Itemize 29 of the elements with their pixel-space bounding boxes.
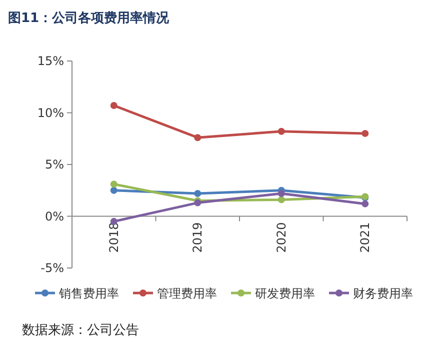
source-note: 数据来源：公司公告: [22, 323, 139, 338]
legend-item: 财务费用率: [329, 286, 413, 300]
point: [278, 128, 285, 135]
legend-label: 研发费用率: [255, 286, 315, 300]
y-tick-label: 5%: [44, 158, 64, 172]
legend-label: 管理费用率: [157, 286, 217, 300]
y-tick-label: -5%: [40, 261, 64, 275]
legend-label: 财务费用率: [353, 286, 413, 300]
point: [110, 186, 118, 194]
point: [278, 190, 285, 197]
legend-label: 销售费用率: [58, 286, 119, 300]
title: 图11：公司各项费用率情况: [8, 11, 170, 26]
legend-item: 销售费用率: [35, 286, 119, 300]
x-tick-label: 2020: [274, 222, 288, 253]
legend-item: 管理费用率: [133, 286, 217, 300]
x-tick-label: 2019: [190, 222, 205, 253]
y-tick-label: 0%: [44, 209, 64, 224]
point: [194, 134, 202, 142]
y-tick-label: 15%: [37, 54, 64, 68]
y-tick-label: 10%: [37, 106, 64, 120]
point: [110, 102, 118, 110]
point: [110, 180, 118, 188]
x-tick-label: 2021: [358, 222, 372, 253]
point: [278, 196, 285, 204]
point: [362, 200, 369, 208]
legend-item: 研发费用率: [231, 286, 315, 300]
point: [194, 190, 202, 197]
x-tick-label: 2018: [106, 222, 121, 253]
point: [362, 130, 369, 137]
